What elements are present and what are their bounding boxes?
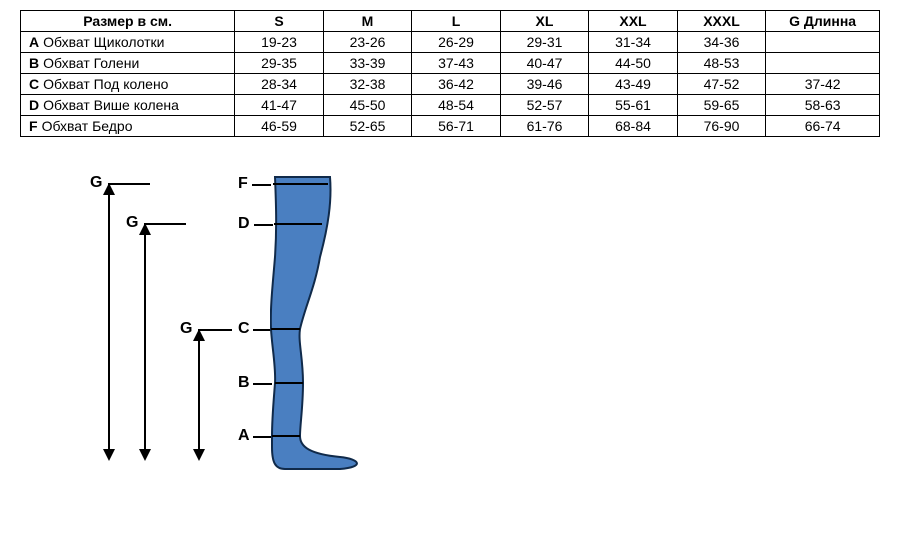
col-XXXL: XXXL bbox=[677, 11, 766, 32]
cell: 59-65 bbox=[677, 95, 766, 116]
cell: 45-50 bbox=[323, 95, 412, 116]
cell: 52-65 bbox=[323, 116, 412, 137]
row-label: FОбхват Бедро bbox=[21, 116, 235, 137]
cell: 29-35 bbox=[235, 53, 324, 74]
label-G3: G bbox=[180, 320, 192, 338]
cell: 66-74 bbox=[766, 116, 880, 137]
cell: 56-71 bbox=[412, 116, 501, 137]
col-M: M bbox=[323, 11, 412, 32]
header-label: Размер в см. bbox=[21, 11, 235, 32]
cell: 43-49 bbox=[589, 74, 678, 95]
cell: 68-84 bbox=[589, 116, 678, 137]
cell: 34-36 bbox=[677, 32, 766, 53]
cell bbox=[766, 53, 880, 74]
table-row: CОбхват Под колено28-3432-3836-4239-4643… bbox=[21, 74, 880, 95]
leg-shape bbox=[270, 167, 440, 487]
cell: 46-59 bbox=[235, 116, 324, 137]
table-row: AОбхват Щиколотки19-2323-2626-2929-3131-… bbox=[21, 32, 880, 53]
row-label: BОбхват Голени bbox=[21, 53, 235, 74]
label-A: A bbox=[238, 427, 250, 445]
label-G2: G bbox=[126, 214, 138, 232]
cell: 58-63 bbox=[766, 95, 880, 116]
table-row: DОбхват Више колена41-4745-5048-5452-575… bbox=[21, 95, 880, 116]
cell: 61-76 bbox=[500, 116, 589, 137]
label-B: B bbox=[238, 374, 250, 392]
leg-diagram: G G G F D C B A bbox=[90, 167, 450, 497]
cell: 36-42 bbox=[412, 74, 501, 95]
cell: 40-47 bbox=[500, 53, 589, 74]
cell: 28-34 bbox=[235, 74, 324, 95]
cell: 48-54 bbox=[412, 95, 501, 116]
row-label: AОбхват Щиколотки bbox=[21, 32, 235, 53]
leg-path bbox=[271, 177, 357, 469]
row-label: CОбхват Под колено bbox=[21, 74, 235, 95]
label-G1: G bbox=[90, 174, 102, 192]
col-XXL: XXL bbox=[589, 11, 678, 32]
label-D: D bbox=[238, 215, 250, 233]
row-label: DОбхват Више колена bbox=[21, 95, 235, 116]
col-XL: XL bbox=[500, 11, 589, 32]
table-row: FОбхват Бедро46-5952-6556-7161-7668-8476… bbox=[21, 116, 880, 137]
cell: 41-47 bbox=[235, 95, 324, 116]
table-row: BОбхват Голени29-3533-3937-4340-4744-504… bbox=[21, 53, 880, 74]
cell: 44-50 bbox=[589, 53, 678, 74]
cell: 19-23 bbox=[235, 32, 324, 53]
col-S: S bbox=[235, 11, 324, 32]
cell: 29-31 bbox=[500, 32, 589, 53]
cell: 76-90 bbox=[677, 116, 766, 137]
cell bbox=[766, 32, 880, 53]
cell: 52-57 bbox=[500, 95, 589, 116]
cell: 55-61 bbox=[589, 95, 678, 116]
cell: 48-53 bbox=[677, 53, 766, 74]
col-L: L bbox=[412, 11, 501, 32]
cell: 31-34 bbox=[589, 32, 678, 53]
label-C: C bbox=[238, 320, 250, 338]
cell: 23-26 bbox=[323, 32, 412, 53]
cell: 47-52 bbox=[677, 74, 766, 95]
col-G: G Длинна bbox=[766, 11, 880, 32]
cell: 33-39 bbox=[323, 53, 412, 74]
label-F: F bbox=[238, 175, 248, 193]
table-body: AОбхват Щиколотки19-2323-2626-2929-3131-… bbox=[21, 32, 880, 137]
cell: 26-29 bbox=[412, 32, 501, 53]
cell: 39-46 bbox=[500, 74, 589, 95]
cell: 37-42 bbox=[766, 74, 880, 95]
cell: 32-38 bbox=[323, 74, 412, 95]
size-table: Размер в см. S M L XL XXL XXXL G Длинна … bbox=[20, 10, 880, 137]
header-row: Размер в см. S M L XL XXL XXXL G Длинна bbox=[21, 11, 880, 32]
cell: 37-43 bbox=[412, 53, 501, 74]
